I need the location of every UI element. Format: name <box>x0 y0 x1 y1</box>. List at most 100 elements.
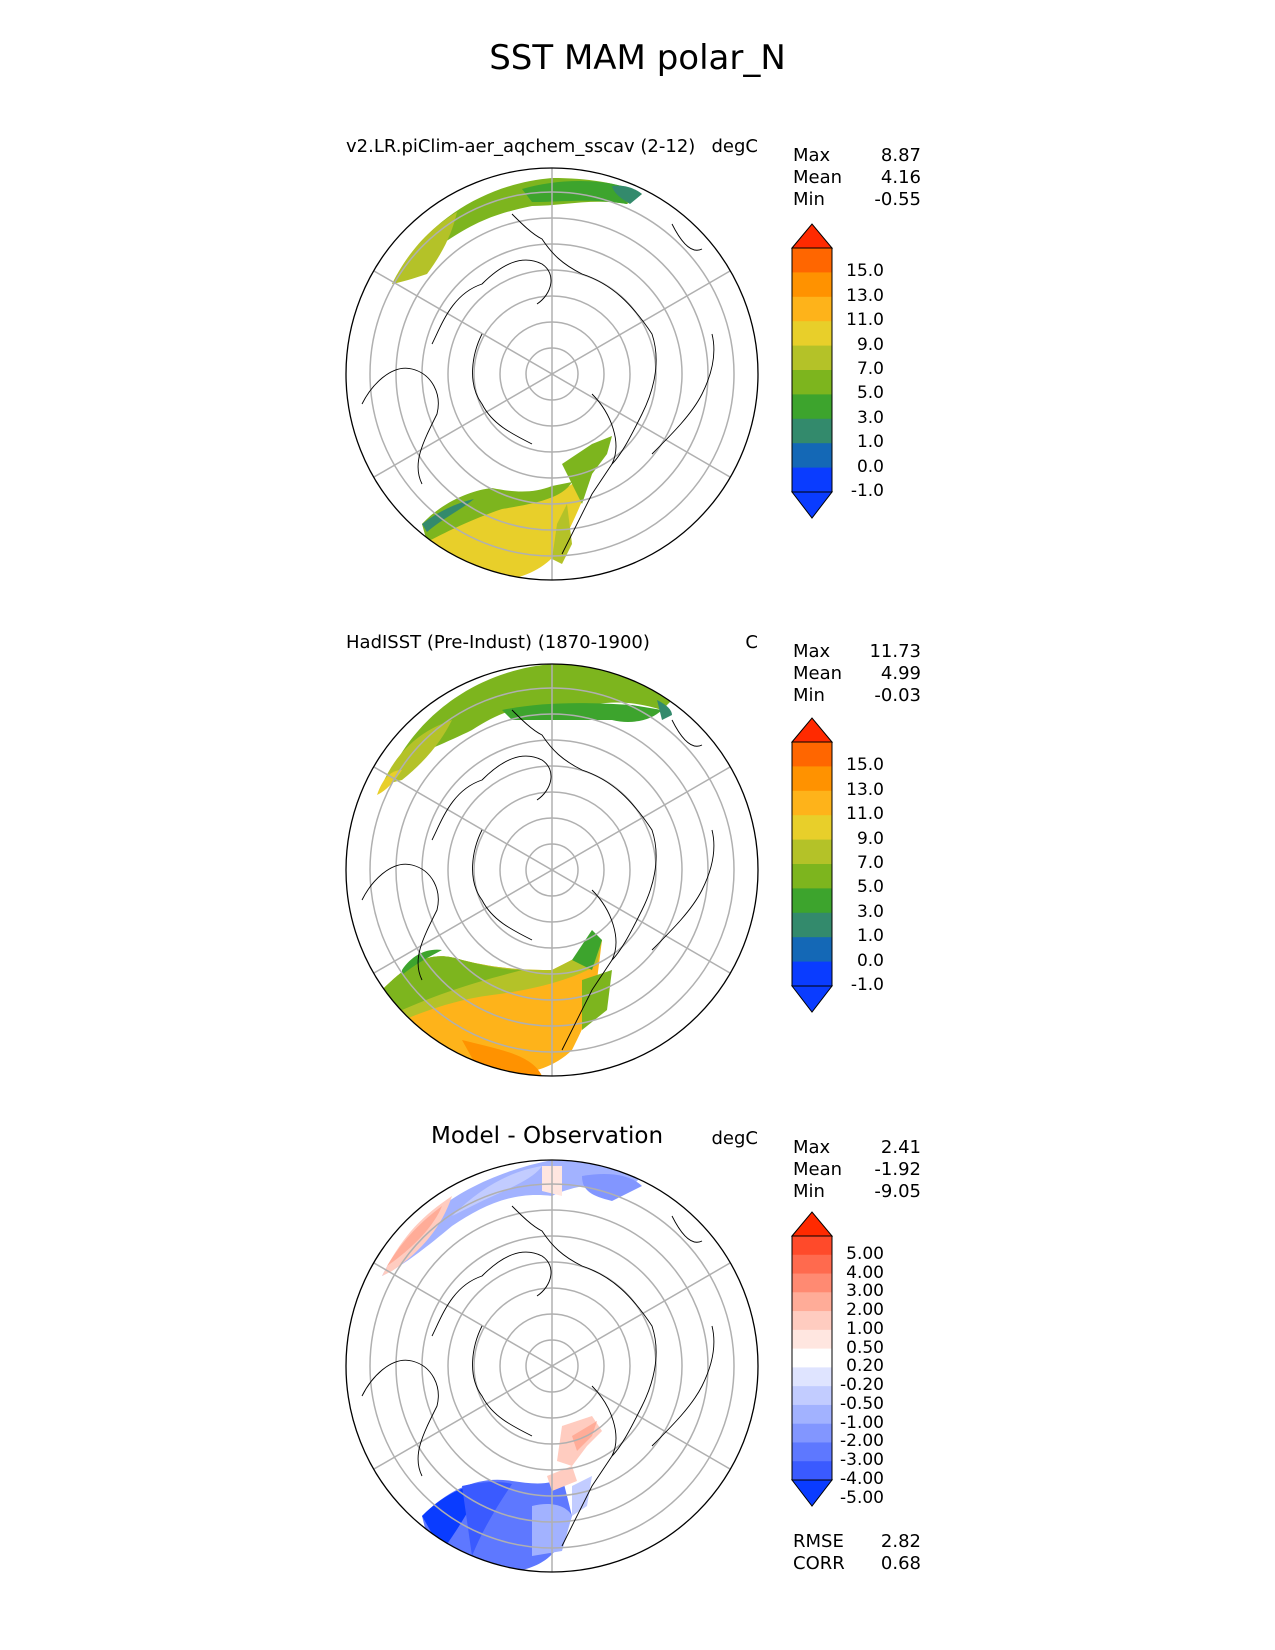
colorbar-tick-label: 11.0 <box>846 804 884 825</box>
map-panel-2 <box>345 663 759 1077</box>
map-panel-3 <box>345 1159 759 1573</box>
colorbar-segment <box>792 467 832 493</box>
colorbar-extend-max <box>790 1211 834 1237</box>
stat-value: -0.03 <box>874 685 921 706</box>
colorbar-segment <box>792 418 832 444</box>
colorbar-segment <box>792 1329 832 1350</box>
colorbar-tick-label: 1.00 <box>846 1318 884 1339</box>
colorbar-segment <box>792 1348 832 1368</box>
colorbar-segment <box>792 864 832 889</box>
colorbar-segment <box>792 248 832 273</box>
stat-value: 4.16 <box>880 167 921 188</box>
stat-label: Min <box>793 189 825 210</box>
stat-value: 8.87 <box>880 145 921 166</box>
stat-value: 2.82 <box>880 1531 921 1552</box>
panel-3-units: degC <box>711 1128 759 1149</box>
colorbar-tick-label: -1.00 <box>840 1412 884 1433</box>
panel-3-extra-stats: RMSE 2.82 CORR 0.68 <box>793 1531 921 1575</box>
colorbar-tick-label: 3.0 <box>856 407 884 428</box>
colorbar-segment <box>792 1423 832 1443</box>
colorbar-tick-label: 15.0 <box>846 261 884 282</box>
colorbar-tick-label: 0.20 <box>846 1356 884 1377</box>
colorbar-tick-label: -0.50 <box>840 1393 884 1414</box>
stat-value: -9.05 <box>874 1181 921 1202</box>
colorbar-segment <box>792 888 832 914</box>
stat-value: 0.68 <box>880 1553 921 1574</box>
colorbar-tick-label: 4.00 <box>846 1262 884 1283</box>
stat-label: Mean <box>793 1159 843 1180</box>
colorbar-tick-label: -1.0 <box>850 975 884 995</box>
colorbar-segment <box>792 1367 832 1387</box>
map-panel-1 <box>345 167 759 581</box>
colorbar-segment <box>792 742 832 767</box>
colorbar-tick-label: 0.0 <box>856 950 884 971</box>
map-boundary <box>345 1159 759 1573</box>
colorbar-extend-max <box>790 223 834 249</box>
stat-label: Max <box>793 145 831 166</box>
colorbar-tick-label: 5.0 <box>856 877 884 898</box>
colorbar-tick-label: -4.00 <box>840 1469 884 1489</box>
colorbar-tick-label: 0.0 <box>856 456 884 477</box>
colorbar-tick-label: -3.00 <box>840 1450 884 1471</box>
graticule <box>369 1160 735 1572</box>
colorbar-segment <box>792 961 832 987</box>
panel-3-stats: Max 2.41 Mean -1.92 Min -9.05 <box>793 1137 921 1203</box>
colorbar-segment <box>792 1254 832 1275</box>
colorbar-extend-min <box>790 985 834 1013</box>
colorbar-extend-min <box>790 1479 834 1507</box>
figure-title: SST MAM polar_N <box>489 38 786 78</box>
colorbar-outline <box>791 1235 833 1481</box>
colorbar-tick-label: -0.20 <box>840 1375 884 1396</box>
colorbar-outline <box>791 247 833 493</box>
colorbar-tick-label: 11.0 <box>846 310 884 331</box>
colorbar-tick-label: 0.50 <box>846 1337 884 1358</box>
colorbar-tick-label: 2.00 <box>846 1300 884 1321</box>
stat-label: Min <box>793 685 825 706</box>
colorbar-tick-label: 5.00 <box>846 1243 884 1264</box>
colorbar-panel-3 <box>790 1211 834 1507</box>
colorbar-segment <box>792 1442 832 1462</box>
colorbar-tick-label: 9.0 <box>856 828 884 849</box>
colorbar-outline <box>791 741 833 987</box>
panel-1-units: degC <box>711 136 759 157</box>
colorbar-segment <box>792 296 832 322</box>
colorbar-segment <box>792 790 832 816</box>
panel-1-stats: Max 8.87 Mean 4.16 Min -0.55 <box>793 145 921 211</box>
panel-1-title: v2.LR.piClim-aer_aqchem_sscav (2-12) <box>346 136 696 157</box>
stat-value: -0.55 <box>874 189 921 210</box>
stat-label: Max <box>793 1137 831 1158</box>
stat-label: Min <box>793 1181 825 1202</box>
colorbar-segment <box>792 937 832 963</box>
colorbar-segment <box>792 345 832 371</box>
colorbar-tick-label: 15.0 <box>846 755 884 776</box>
map-boundary <box>345 167 759 581</box>
colorbar-segment <box>792 443 832 469</box>
stat-value: 2.41 <box>880 1137 921 1158</box>
colorbar-panel-1 <box>790 223 834 519</box>
colorbar-segment <box>792 321 832 347</box>
coastlines <box>361 1205 715 1547</box>
colorbar-tick-label: -2.00 <box>840 1431 884 1452</box>
coastlines <box>361 213 715 555</box>
colorbar-panel-2 <box>790 717 834 1013</box>
graticule <box>369 168 735 580</box>
colorbar-tick-label: -1.0 <box>850 481 884 501</box>
colorbar-segment <box>792 815 832 841</box>
colorbar-segment <box>792 912 832 938</box>
colorbar-tick-label: 13.0 <box>846 779 884 800</box>
colorbar-tick-label: 7.0 <box>856 359 884 379</box>
colorbar-tick-label: 1.0 <box>856 432 884 453</box>
colorbar-segment <box>792 766 832 792</box>
stat-value: 11.73 <box>869 641 921 662</box>
colorbar-tick-label: -5.00 <box>840 1487 884 1508</box>
colorbar-segment <box>792 1236 832 1256</box>
stat-value: 4.99 <box>880 663 921 684</box>
colorbar-segment <box>792 272 832 298</box>
stat-label: RMSE <box>793 1531 844 1552</box>
colorbar-tick-label: 7.0 <box>856 853 884 873</box>
colorbar-segment <box>792 394 832 420</box>
colorbar-tick-label: 5.0 <box>856 383 884 404</box>
stat-label: Max <box>793 641 831 662</box>
colorbar-segment <box>792 839 832 865</box>
colorbar-segment <box>792 370 832 395</box>
